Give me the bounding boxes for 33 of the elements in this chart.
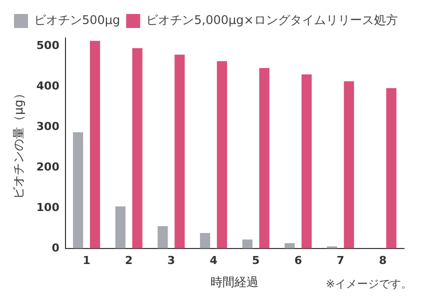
bar [242,240,252,248]
bar [259,68,270,248]
bar [216,61,228,248]
bar [90,40,100,248]
y-tick-label: 300 [36,120,60,133]
x-tick-label: 4 [210,254,218,267]
bar [72,132,84,248]
bar [284,243,295,248]
x-tick-label: 2 [125,254,133,267]
x-tick-label: 6 [294,254,302,267]
x-tick-label: 7 [336,254,344,267]
bar [132,48,142,248]
legend-label: ビオチン500µg [34,13,120,28]
bar [200,233,210,248]
y-tick-label: 500 [36,38,60,52]
x-tick-label: 3 [167,254,176,267]
legend-label: ビオチン5,000µg×ロングタイムリリース処方 [146,13,398,28]
x-tick-label: 1 [82,254,90,267]
y-tick-label: 200 [36,160,60,174]
bar [174,54,185,248]
x-axis-title: 時間経過 [210,274,259,289]
text: ※イメージです。 [326,277,412,290]
bar [386,88,396,248]
bar [158,226,168,248]
bar [344,81,354,248]
x-tick-label: 5 [252,254,260,267]
y-tick-label: 100 [36,200,60,214]
y-tick-label: 400 [36,79,60,92]
x-tick-label: 8 [379,254,387,267]
y-axis-title: ビオチンの量（µg） [11,88,26,199]
bar [115,206,126,248]
y-tick-label: 0 [52,241,60,254]
bar [302,74,312,248]
